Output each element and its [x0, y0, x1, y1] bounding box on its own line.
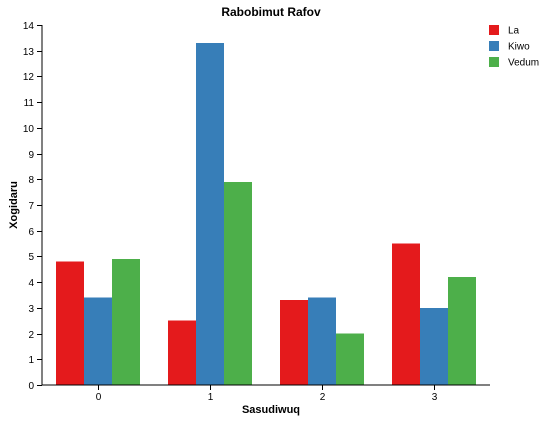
y-tick-label: 3 — [28, 304, 34, 315]
bar-vedum-3 — [448, 277, 476, 385]
bars-layer — [56, 43, 476, 385]
y-tick-label: 10 — [23, 124, 35, 135]
y-tick-label: 7 — [28, 201, 34, 212]
y-tick-label: 2 — [28, 330, 34, 341]
y-tick-label: 0 — [28, 381, 34, 392]
y-tick-label: 14 — [23, 21, 35, 32]
legend-label: La — [508, 26, 520, 37]
legend: La Kiwo Vedum — [489, 25, 539, 69]
bar-la-1 — [168, 320, 196, 385]
legend-item-la: La — [489, 25, 520, 37]
legend-swatch — [489, 25, 499, 35]
legend-swatch — [489, 41, 499, 51]
chart-title: Rabobimut Rafov — [221, 5, 321, 19]
bar-kiwo-3 — [420, 307, 448, 385]
x-tick-label: 0 — [96, 392, 102, 403]
y-tick-label: 13 — [23, 47, 35, 58]
legend-swatch — [489, 57, 499, 67]
y-tick-label: 6 — [28, 227, 34, 238]
bar-la-3 — [392, 243, 420, 385]
y-tick-label: 11 — [24, 98, 35, 109]
bar-vedum-2 — [336, 333, 364, 385]
x-tick-label: 1 — [208, 392, 214, 403]
y-tick-label: 4 — [28, 278, 34, 289]
y-tick-label: 5 — [28, 252, 34, 263]
x-axis-label: Sasudiwuq — [242, 404, 300, 416]
x-tick-label: 3 — [432, 392, 438, 403]
y-tick-label: 9 — [28, 150, 34, 161]
y-tick-label: 12 — [23, 72, 35, 83]
y-tick-label: 8 — [28, 175, 34, 186]
bar-vedum-0 — [112, 259, 140, 385]
y-axis-label: Xogidaru — [8, 181, 20, 229]
legend-item-vedum: Vedum — [489, 57, 539, 69]
legend-label: Kiwo — [508, 42, 530, 53]
bar-kiwo-0 — [84, 297, 112, 385]
bar-kiwo-2 — [308, 297, 336, 385]
x-tick-label: 2 — [320, 392, 326, 403]
bar-vedum-1 — [224, 181, 252, 385]
bar-kiwo-1 — [196, 43, 224, 385]
legend-item-kiwo: Kiwo — [489, 41, 530, 53]
y-tick-label: 1 — [28, 355, 34, 366]
bar-la-0 — [56, 261, 84, 385]
bar-la-2 — [280, 300, 308, 385]
legend-label: Vedum — [508, 58, 539, 69]
